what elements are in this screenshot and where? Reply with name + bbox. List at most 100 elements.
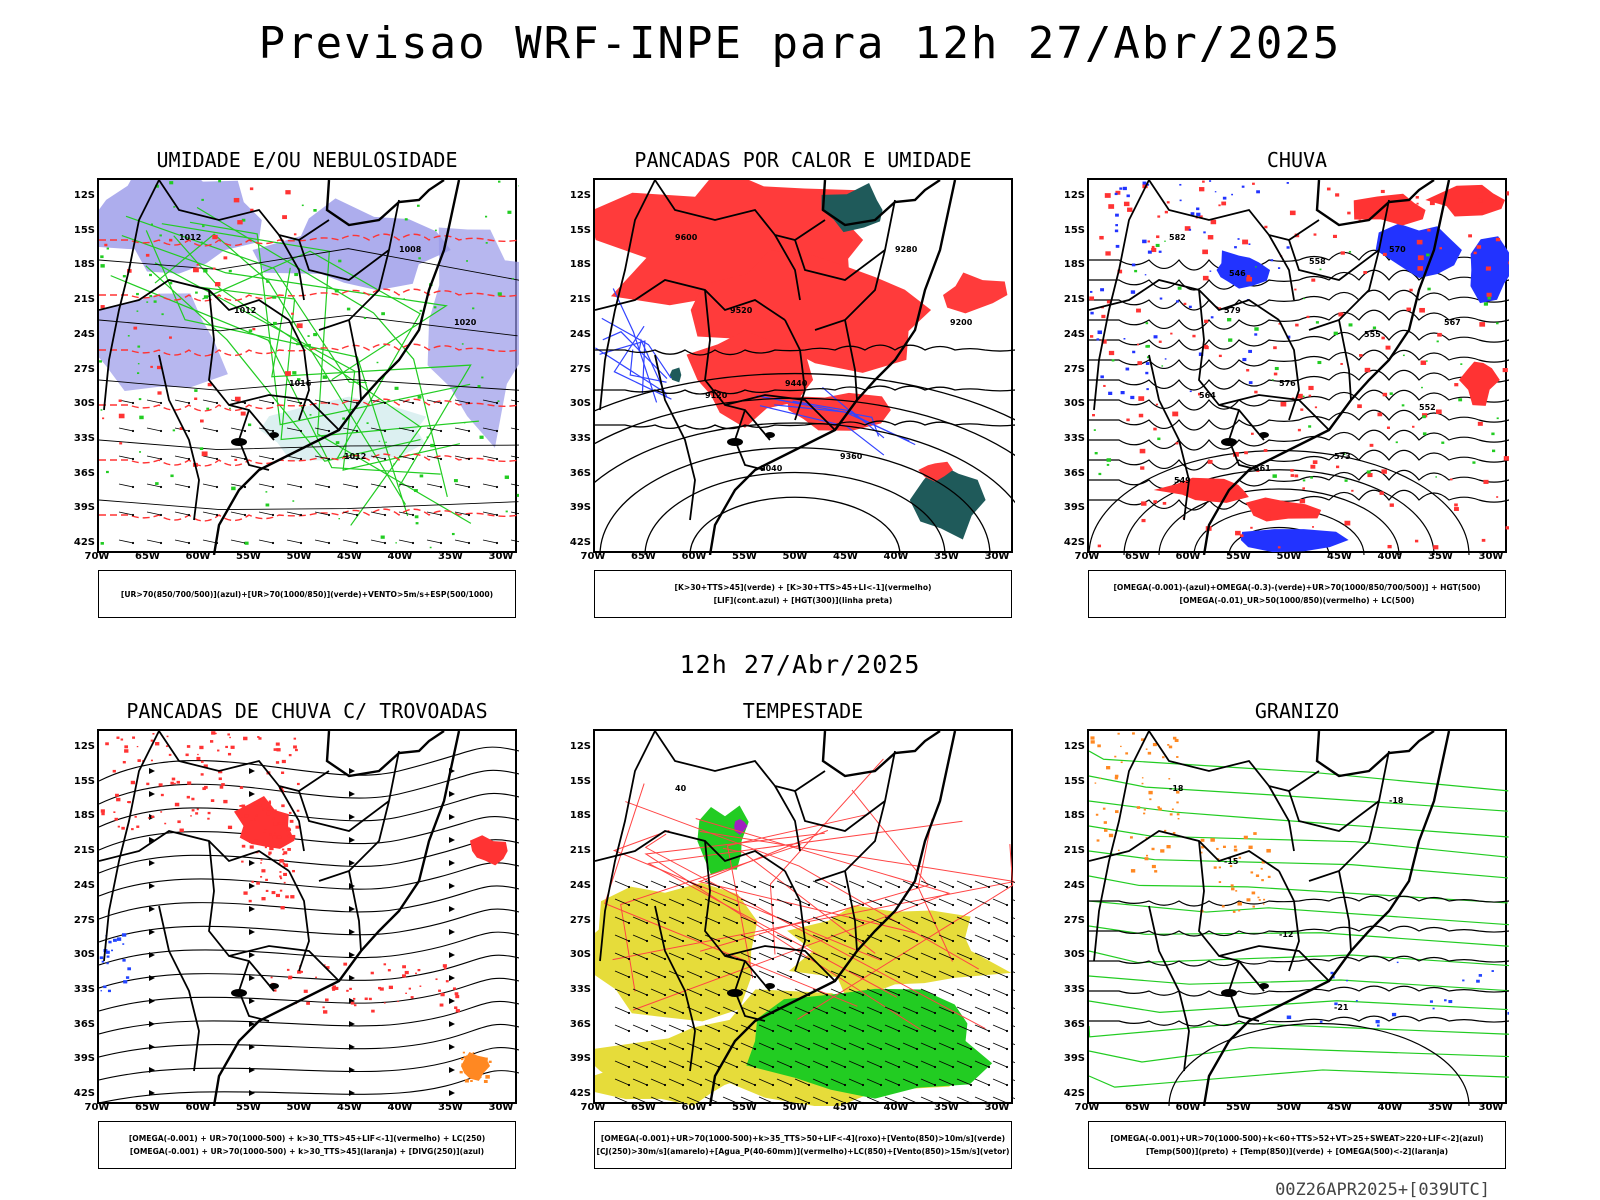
field-dot [1151, 864, 1156, 869]
field-dot [1468, 234, 1473, 238]
field-dot [229, 407, 231, 410]
field-dot [1166, 844, 1171, 849]
legend-pancadas-calor: [K>30+TTS>45](verde) + [K>30+TTS>45+LI<-… [594, 570, 1012, 618]
lon-label: 30W [1478, 1102, 1504, 1113]
wind-vector-head [663, 921, 667, 925]
field-dot [207, 817, 210, 820]
field-dot [234, 396, 241, 402]
field-dot [218, 777, 222, 781]
streamline [99, 931, 519, 966]
field-dot [153, 300, 157, 303]
lat-label: 39S [1063, 1053, 1085, 1065]
wind-vector-head [735, 975, 739, 979]
wind-vector [314, 427, 330, 432]
lon-label: 65W [1125, 1102, 1150, 1113]
wind-vector-head [299, 429, 303, 433]
field-dot [1357, 404, 1362, 409]
field-dot [287, 834, 292, 838]
wind-vector [118, 483, 134, 488]
wind-vector-head [663, 1029, 667, 1033]
wind-vector-head [807, 975, 811, 979]
wind-vector-head [951, 885, 955, 889]
wind-vector [758, 952, 774, 960]
field-dot [1108, 833, 1114, 838]
field-dot [194, 397, 198, 401]
isoline [599, 447, 991, 555]
wind-vector-head [807, 957, 811, 961]
field-dot [1255, 874, 1260, 878]
lon-label: 40W [883, 1102, 909, 1113]
wind-vector [794, 880, 810, 888]
field-dot [211, 731, 216, 735]
field-dot [1417, 266, 1424, 271]
field-dot [518, 185, 519, 187]
field-dot [249, 187, 254, 191]
wind-vector-head [383, 457, 387, 461]
border-line [1228, 960, 1260, 1022]
field-dot [1385, 345, 1391, 350]
wind-vector [884, 1078, 900, 1086]
field-dot [116, 797, 121, 802]
field-dot [1389, 392, 1393, 395]
wind-vector [614, 880, 630, 888]
field-dot [155, 482, 159, 485]
field-area [1216, 250, 1271, 289]
streamline-arrow [149, 1090, 155, 1096]
field-dot [199, 745, 204, 750]
border-line [238, 409, 270, 471]
border-line [704, 840, 771, 992]
map-plot [99, 731, 519, 1106]
wind-vector-head [789, 921, 793, 925]
wind-vector [686, 898, 702, 906]
field-dot [1130, 869, 1136, 873]
wind-vector-head [717, 921, 721, 925]
field-dot [414, 489, 418, 493]
wind-vector [632, 970, 648, 978]
wind-vector-head [215, 401, 219, 405]
field-area [595, 882, 758, 1022]
field-dot [1101, 339, 1107, 344]
wind-vector-head [789, 1101, 793, 1105]
field-dot [209, 740, 214, 743]
contour-label: 561 [1254, 464, 1271, 473]
wind-vector-head [915, 1011, 919, 1015]
field-dot [335, 441, 340, 445]
wind-vector [776, 934, 792, 942]
streamline-arrow [149, 906, 155, 912]
isoline [595, 372, 1015, 421]
border-line [1278, 870, 1300, 972]
wind-vector-head [439, 513, 443, 517]
field-dot [170, 781, 174, 785]
field-dot [223, 799, 228, 804]
lat-label: 36S [1063, 467, 1085, 479]
field-dot [414, 515, 419, 519]
field-dot [1366, 470, 1371, 474]
wind-vector [1010, 988, 1015, 992]
wind-vector-head [825, 1011, 829, 1015]
field-dot [1263, 898, 1266, 901]
field-dot [467, 1071, 472, 1075]
wind-vector-head [933, 1047, 937, 1051]
field-dot [1202, 180, 1205, 183]
streamline-arrow [249, 860, 255, 866]
field-dot [100, 264, 105, 268]
border-line [1288, 239, 1380, 281]
wind-vector-head [753, 939, 757, 943]
field-dot [296, 809, 300, 812]
field-dot [1117, 732, 1120, 735]
field-dot [434, 229, 437, 232]
wind-vector [758, 1042, 774, 1050]
field-dot [1441, 441, 1445, 444]
wind-vector [174, 399, 190, 404]
field-dot [440, 992, 445, 997]
field-dot [1317, 360, 1322, 365]
field-dot [1381, 469, 1387, 474]
contour-line [647, 820, 963, 998]
wind-vector [902, 1042, 918, 1050]
wind-vector-head [771, 1083, 775, 1087]
wind-vector-head [879, 957, 883, 961]
field-dot [1369, 443, 1374, 447]
streamline-arrow [449, 1090, 455, 1096]
contour-line [797, 844, 1014, 1020]
contour-line [722, 847, 876, 954]
